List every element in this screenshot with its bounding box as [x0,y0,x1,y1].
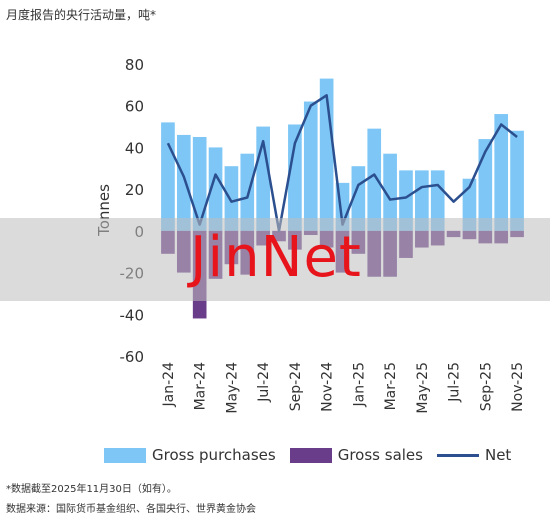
purchases-bar [367,128,382,231]
x-tick-label: Nov-24 [320,362,336,412]
legend-swatch-purchases [104,447,146,463]
legend-swatch-sales [289,447,332,463]
purchases-bar [208,147,223,231]
source-note: 数据来源：国际货币基金组织、各国央行、世界黄金协会 [6,504,256,515]
y-tick-label: -60 [120,348,145,366]
purchases-bar [161,122,175,231]
x-tick-label: May-24 [224,362,240,414]
purchases-bar [510,130,524,231]
x-tick-label: Jul-25 [447,362,463,403]
legend-label-purchases: Gross purchases [152,446,276,464]
x-tick-label: Jul-24 [256,362,272,403]
legend-item-purchases: Gross purchases [104,446,276,464]
x-tick-label: Sep-25 [478,362,494,411]
x-tick-label: Mar-24 [193,362,209,410]
y-tick-label: 20 [125,181,144,199]
purchases-bar [494,114,509,231]
purchases-bar [303,101,318,231]
purchases-bar [288,124,302,231]
y-tick-label: 40 [125,139,144,157]
purchases-bar [176,134,191,231]
x-tick-label: Jan-25 [351,362,367,407]
chart-title: 月度报告的央行活动量，吨* [6,8,157,22]
legend-swatch-net [436,453,479,457]
legend-label-net: Net [484,446,512,464]
y-tick-label: -40 [120,306,145,324]
x-tick-label: Mar-25 [383,362,399,410]
watermark-band [0,218,550,301]
purchases-bars [161,78,524,231]
chart-legend: Gross purchases Gross sales Net [104,444,525,466]
x-tick-label: Sep-24 [288,362,304,411]
purchases-bar [399,170,413,231]
purchases-bar [192,137,207,231]
legend-item-sales: Gross sales [289,446,423,464]
purchases-bar [224,166,239,231]
y-tick-label: 60 [125,98,144,116]
legend-label-sales: Gross sales [337,446,423,464]
x-tick-label: May-25 [415,362,431,414]
watermark-text: JinNet [190,225,362,290]
purchases-bar [240,153,255,231]
legend-item-net: Net [436,446,512,464]
y-tick-label: 80 [125,56,144,74]
purchases-bar [383,153,397,231]
x-axis-ticks: Jan-24 Mar-24 May-24 Jul-24 Sep-24 Nov-24 Jan-… [161,362,526,414]
footnote: *数据截至2025年11月30日（如有）。 [6,484,177,495]
y-axis-ticks: 806040200-20-40-60 [120,56,145,366]
x-tick-label: Jan-24 [161,362,177,408]
x-tick-label: Nov-25 [510,362,526,412]
